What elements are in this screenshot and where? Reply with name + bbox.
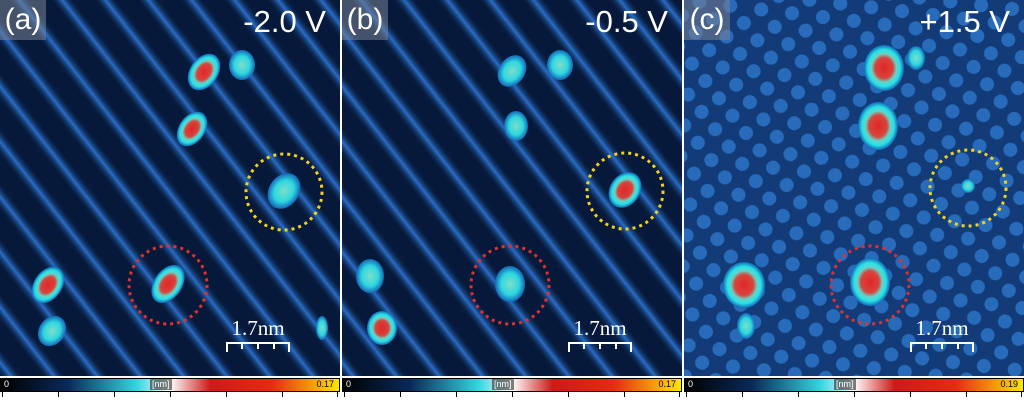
- panel-label: (b): [342, 0, 388, 40]
- colorbar-min: 0: [4, 379, 10, 389]
- colorbar-unit: [nm]: [492, 379, 514, 390]
- yellow-dotted-circle: [244, 152, 324, 232]
- colorbar-max: 0.17: [316, 379, 334, 389]
- colorbar-unit: [nm]: [150, 379, 172, 390]
- adsorbate: [495, 266, 525, 302]
- colorbar-min: 0: [346, 379, 352, 389]
- panel-c: (c) +1.5 V 1.7nm 0 [nm] 0.19: [684, 0, 1024, 400]
- colorbar-max: 0.17: [658, 379, 676, 389]
- adsorbate: [356, 259, 384, 293]
- adsorbate: [737, 313, 755, 339]
- adsorbate: [187, 53, 221, 91]
- bias-voltage: -2.0 V: [243, 4, 326, 39]
- bias-voltage: +1.5 V: [919, 4, 1011, 39]
- panel-b: (b) -0.5 V 1.7nm 0 [nm] 0.17: [342, 0, 682, 400]
- panel-a: (a) -2.0 V 1.7nm 0 [nm] 0.17: [0, 0, 340, 400]
- adsorbate: [850, 258, 890, 306]
- bias-voltage: -0.5 V: [585, 4, 668, 39]
- stm-image-b: [342, 0, 682, 376]
- adsorbate: [858, 102, 898, 150]
- red-dotted-circle: [469, 244, 551, 326]
- red-dotted-circle: [829, 244, 911, 326]
- adsorbate: [547, 50, 573, 80]
- adsorbate: [504, 111, 528, 141]
- adsorbate: [229, 50, 255, 80]
- adsorbate: [367, 311, 397, 345]
- adsorbate: [907, 46, 925, 70]
- adsorbate: [176, 111, 208, 147]
- adsorbate: [37, 315, 67, 347]
- red-dotted-circle: [127, 244, 209, 326]
- panel-label: (a): [0, 0, 46, 40]
- adsorbate: [267, 173, 301, 209]
- scale-bar-label: 1.7nm: [915, 316, 969, 340]
- stm-image-c: [684, 0, 1024, 376]
- yellow-dotted-circle: [928, 148, 1008, 228]
- scale-bar-label: 1.7nm: [573, 316, 627, 340]
- adsorbate: [864, 45, 904, 91]
- colorbar-ticks: [342, 391, 682, 400]
- adsorbate: [961, 179, 975, 193]
- colorbar-ticks: [684, 391, 1024, 400]
- colorbar-unit: [nm]: [834, 379, 856, 390]
- colorbar-max: 0.19: [1000, 379, 1018, 389]
- yellow-dotted-circle: [585, 151, 665, 231]
- scale-bar: 1.7nm: [226, 316, 290, 356]
- scale-bar: 1.7nm: [910, 316, 974, 356]
- stm-image-a: [0, 0, 340, 376]
- adsorbate: [316, 316, 328, 340]
- scale-bar: 1.7nm: [568, 316, 632, 356]
- adsorbate: [723, 262, 765, 308]
- colorbar-ticks: [0, 391, 340, 400]
- scale-bar-label: 1.7nm: [231, 316, 285, 340]
- adsorbate: [151, 265, 185, 303]
- colorbar-min: 0: [688, 379, 694, 389]
- adsorbate: [31, 266, 65, 304]
- adsorbate: [497, 55, 527, 87]
- adsorbate: [608, 172, 642, 208]
- panel-label: (c): [684, 0, 730, 40]
